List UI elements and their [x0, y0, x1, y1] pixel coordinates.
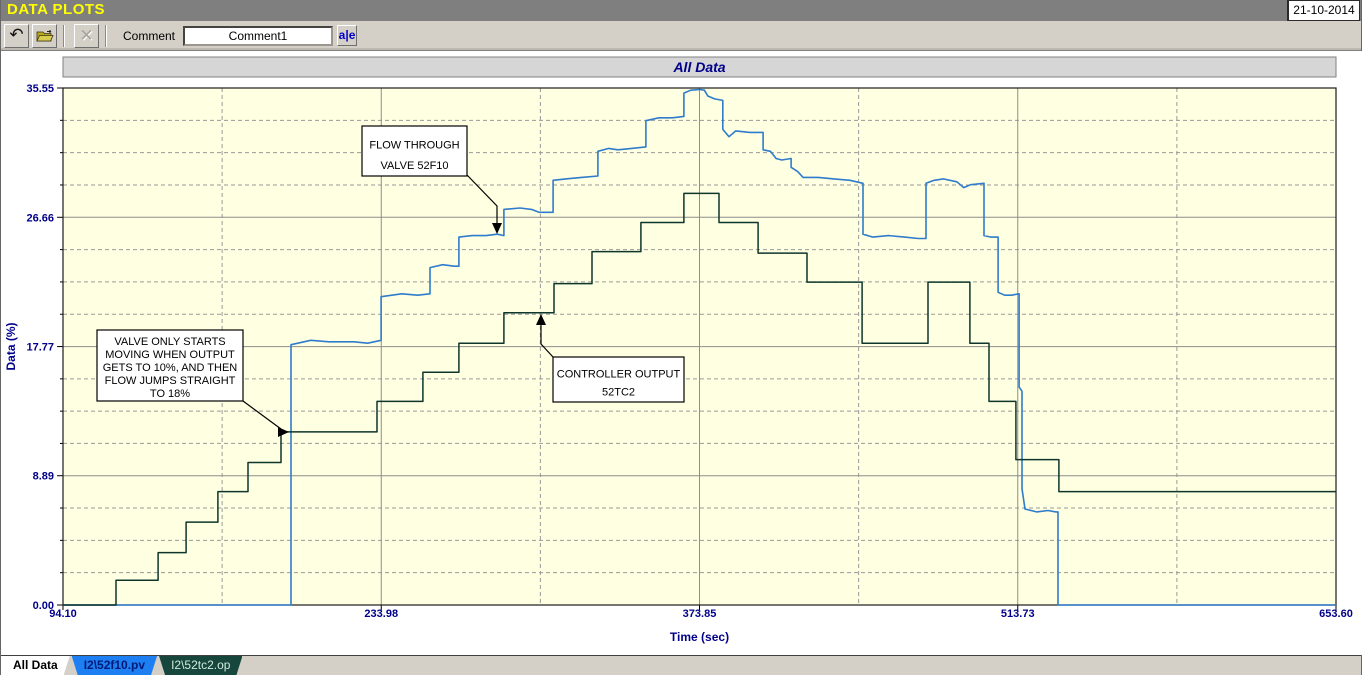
- x-tick-labels: 94.10 233.98 373.85 513.73 653.60: [49, 608, 1353, 620]
- sheet-tab-bar: All Data I2\52f10.pv I2\52tc2.op: [1, 655, 1361, 675]
- chart-header-bar: [62, 56, 1337, 78]
- minor-gridlines: [63, 88, 1336, 605]
- svg-text:35.55: 35.55: [26, 83, 54, 95]
- svg-text:513.73: 513.73: [1001, 608, 1035, 620]
- date-display: 21-10-2014: [1287, 0, 1360, 21]
- open-folder-icon: [35, 29, 54, 41]
- svg-text:FLOW THROUGH: FLOW THROUGH: [369, 139, 459, 151]
- svg-text:17.77: 17.77: [26, 342, 54, 354]
- x-axis-title: Time (sec): [670, 630, 729, 644]
- tab-all-data[interactable]: All Data: [1, 656, 70, 675]
- svg-text:0.00: 0.00: [33, 600, 54, 612]
- tab-52f10-pv[interactable]: I2\52f10.pv: [72, 656, 157, 675]
- series-output: [63, 192, 1336, 606]
- all-data-chart: All Data 94.10 233.98 373.85 513.73 653.60 0.0…: [4, 56, 1353, 644]
- toolbar: ↶ ✕ Comment a|e: [1, 21, 1361, 51]
- comment-input[interactable]: [183, 25, 334, 46]
- open-file-button[interactable]: [32, 23, 57, 48]
- svg-text:VALVE ONLY STARTS: VALVE ONLY STARTS: [114, 336, 225, 348]
- svg-text:26.66: 26.66: [26, 212, 54, 224]
- app-title: DATA PLOTS: [7, 1, 106, 18]
- toolbar-separator: [63, 24, 65, 47]
- undo-icon: ↶: [9, 24, 24, 44]
- svg-text:653.60: 653.60: [1319, 608, 1353, 620]
- major-gridlines: [63, 88, 1336, 605]
- edit-text-button[interactable]: a|e: [337, 25, 358, 46]
- annotation-flow-note: FLOW THROUGH VALVE 52F10: [361, 125, 502, 234]
- svg-text:VALVE 52F10: VALVE 52F10: [380, 160, 448, 172]
- delete-icon: ✕: [79, 25, 94, 45]
- svg-text:FLOW JUMPS STRAIGHT: FLOW JUMPS STRAIGHT: [105, 375, 236, 387]
- svg-text:GETS TO 10%, AND THEN: GETS TO 10%, AND THEN: [103, 362, 238, 374]
- svg-text:52TC2: 52TC2: [602, 387, 635, 399]
- svg-text:CONTROLLER OUTPUT: CONTROLLER OUTPUT: [557, 368, 681, 380]
- tab-52tc2-op[interactable]: I2\52tc2.op: [159, 656, 242, 675]
- svg-text:233.98: 233.98: [364, 608, 398, 620]
- delete-button[interactable]: ✕: [74, 23, 99, 48]
- svg-text:373.85: 373.85: [683, 608, 717, 620]
- annotation-controller-note: CONTROLLER OUTPUT 52TC2: [536, 314, 685, 403]
- chart-panel: All Data 94.10 233.98 373.85 513.73 653.60 0.0…: [1, 51, 1362, 655]
- chart-title: All Data: [672, 59, 725, 75]
- titlebar: DATA PLOTS 21-10-2014: [1, 0, 1361, 21]
- undo-button[interactable]: ↶: [4, 23, 29, 48]
- svg-text:TO 18%: TO 18%: [150, 388, 190, 400]
- toolbar-separator: [105, 24, 107, 47]
- svg-text:94.10: 94.10: [49, 608, 77, 620]
- svg-text:8.89: 8.89: [33, 471, 54, 483]
- y-tick-labels: 0.00 8.89 17.77 26.66 35.55: [26, 83, 54, 612]
- plot-border: [62, 87, 1337, 606]
- comment-label: Comment: [123, 28, 176, 43]
- series-flow: [63, 88, 1336, 606]
- svg-text:MOVING WHEN OUTPUT: MOVING WHEN OUTPUT: [105, 349, 235, 361]
- y-axis-title: Data (%): [4, 322, 18, 370]
